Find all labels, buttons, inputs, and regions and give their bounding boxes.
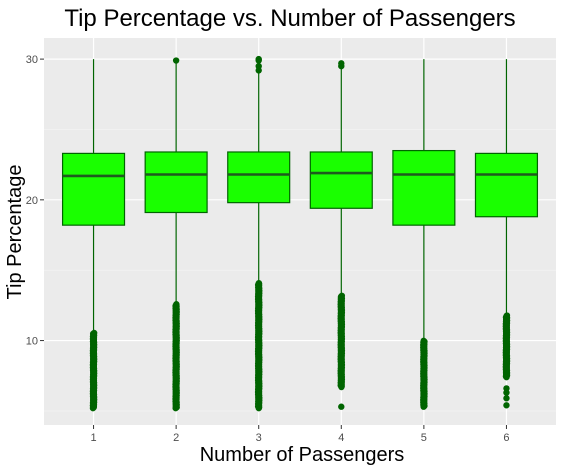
outlier-point bbox=[255, 279, 263, 287]
y-tick-label: 30 bbox=[26, 54, 38, 66]
y-axis-title: Tip Percentage bbox=[4, 165, 26, 300]
outlier-point bbox=[503, 312, 511, 319]
y-tick-label: 10 bbox=[26, 336, 38, 348]
outlier-point bbox=[420, 337, 427, 345]
x-tick-label: 3 bbox=[256, 432, 262, 444]
x-tick-label: 4 bbox=[338, 432, 344, 444]
box-body bbox=[227, 151, 291, 204]
outlier-point bbox=[338, 292, 346, 300]
chart-title: Tip Percentage vs. Number of Passengers bbox=[64, 5, 515, 32]
outlier-point bbox=[173, 301, 180, 308]
boxes bbox=[61, 55, 539, 412]
outlier-point bbox=[338, 403, 345, 410]
box-body bbox=[474, 152, 539, 218]
x-ticks: 1 2 3 4 5 6 bbox=[90, 425, 510, 444]
outlier-point bbox=[338, 60, 345, 67]
outlier-point bbox=[503, 385, 510, 392]
outlier-point bbox=[255, 62, 262, 70]
outlier-point bbox=[255, 55, 262, 63]
y-ticks: 10 20 30 bbox=[26, 54, 44, 348]
y-tick-label: 20 bbox=[26, 195, 38, 207]
box-6 bbox=[474, 59, 539, 409]
box-4 bbox=[309, 60, 373, 410]
outlier-point bbox=[503, 395, 510, 402]
box-body bbox=[61, 152, 126, 226]
outlier-point bbox=[90, 329, 98, 337]
outlier-point bbox=[503, 402, 510, 409]
box-body bbox=[309, 151, 373, 209]
x-tick-label: 2 bbox=[173, 432, 179, 444]
box-3 bbox=[227, 55, 291, 412]
outlier-point bbox=[172, 57, 180, 64]
plot-panel bbox=[44, 38, 556, 425]
x-tick-label: 5 bbox=[421, 432, 427, 444]
x-tick-label: 6 bbox=[503, 432, 509, 444]
box-1 bbox=[61, 59, 126, 412]
box-2 bbox=[144, 57, 208, 412]
box-body bbox=[392, 149, 456, 226]
box-body bbox=[144, 151, 208, 214]
box-5 bbox=[392, 59, 456, 410]
x-tick-label: 1 bbox=[90, 432, 96, 444]
x-axis-title: Number of Passengers bbox=[200, 444, 405, 466]
